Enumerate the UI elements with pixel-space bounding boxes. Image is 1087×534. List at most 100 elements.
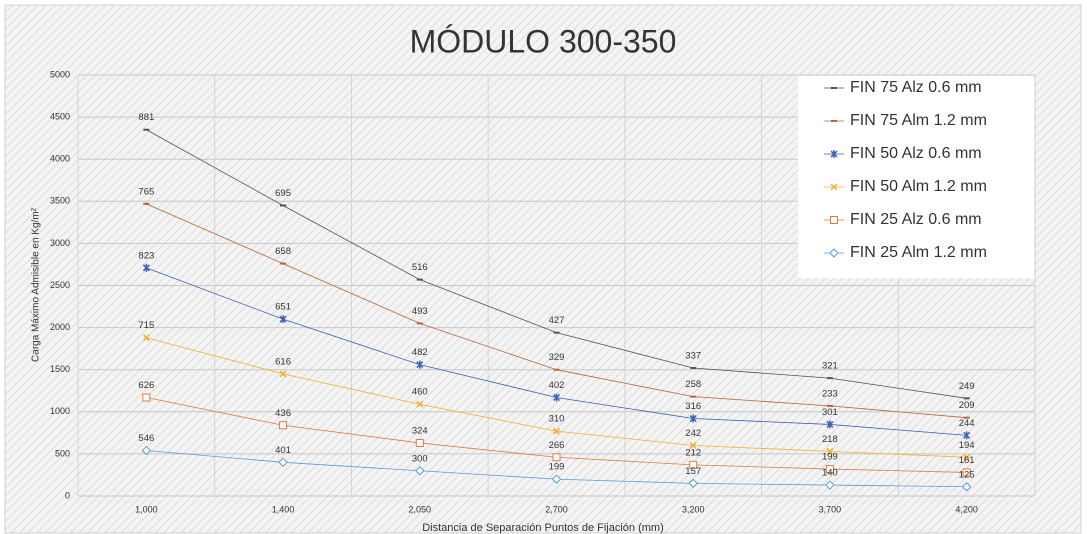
data-label: 157 xyxy=(685,466,701,477)
data-label: 337 xyxy=(685,351,701,362)
data-label: 658 xyxy=(275,246,291,257)
data-label: 651 xyxy=(275,302,291,313)
marker xyxy=(689,441,697,450)
data-label: 249 xyxy=(959,381,975,392)
y-axis-label: Carga Máximo Admisible en Kg/m² xyxy=(31,207,42,362)
legend-label: FIN 25 Alz 0.6 mm xyxy=(850,211,982,228)
data-label: 546 xyxy=(138,433,154,444)
marker xyxy=(830,150,838,158)
marker xyxy=(826,420,834,429)
data-label: 329 xyxy=(549,352,565,363)
marker xyxy=(415,438,424,447)
y-tick-label: 500 xyxy=(55,448,70,458)
data-label: 199 xyxy=(549,462,565,473)
data-label: 427 xyxy=(549,315,565,326)
y-tick-label: 3500 xyxy=(50,196,70,206)
data-label: 199 xyxy=(822,452,838,463)
chart-title: MÓDULO 300-350 xyxy=(410,23,677,59)
marker xyxy=(963,431,971,440)
marker xyxy=(416,360,424,369)
marker xyxy=(961,482,972,492)
data-label: 300 xyxy=(412,453,428,464)
marker xyxy=(142,263,150,272)
marker xyxy=(416,400,424,408)
data-label: 310 xyxy=(549,414,565,425)
y-tick-label: 4000 xyxy=(50,154,70,164)
data-label: 140 xyxy=(822,468,838,479)
marker xyxy=(688,478,698,489)
data-label: 460 xyxy=(412,387,428,398)
data-label: 161 xyxy=(959,455,975,466)
data-label: 258 xyxy=(685,379,701,390)
data-label: 823 xyxy=(138,250,154,261)
y-tick-label: 4500 xyxy=(50,111,70,121)
y-tick-label: 5000 xyxy=(50,69,70,79)
x-tick-label: 1,000 xyxy=(135,504,158,514)
marker xyxy=(825,480,835,490)
marker xyxy=(830,183,838,191)
data-label: 401 xyxy=(275,445,291,456)
marker xyxy=(825,465,834,474)
y-tick-label: 2000 xyxy=(50,322,70,332)
x-tick-label: 3,700 xyxy=(819,504,842,514)
legend-box xyxy=(798,76,1034,278)
data-label: 516 xyxy=(412,262,428,273)
legend-label: FIN 75 Alz 0.6 mm xyxy=(850,79,982,96)
legend-label: FIN 75 Alm 1.2 mm xyxy=(850,112,987,129)
marker xyxy=(142,393,151,402)
data-label: 244 xyxy=(959,418,975,429)
y-tick-label: 2500 xyxy=(50,280,70,290)
marker xyxy=(551,474,562,484)
marker xyxy=(279,315,287,324)
data-label: 436 xyxy=(275,408,291,419)
marker xyxy=(279,370,287,378)
x-tick-label: 2,700 xyxy=(545,504,568,514)
legend-label: FIN 50 Alm 1.2 mm xyxy=(850,178,987,195)
data-label: 316 xyxy=(685,401,701,412)
marker xyxy=(142,334,150,342)
marker xyxy=(552,427,561,435)
data-label: 266 xyxy=(549,440,565,451)
data-label: 301 xyxy=(822,407,838,418)
marker xyxy=(415,466,425,476)
data-label: 881 xyxy=(138,112,154,123)
marker xyxy=(826,447,834,455)
data-label: 482 xyxy=(412,347,428,358)
marker xyxy=(689,460,698,469)
y-tick-label: 1500 xyxy=(50,364,70,374)
data-label: 616 xyxy=(275,356,291,367)
marker xyxy=(962,468,971,477)
x-tick-label: 3,200 xyxy=(682,504,705,514)
x-axis-label: Distancia de Separación Puntos de Fijaci… xyxy=(422,522,664,534)
marker xyxy=(830,216,838,224)
y-tick-label: 0 xyxy=(65,490,70,500)
data-label: 626 xyxy=(138,380,154,391)
marker xyxy=(279,421,288,430)
x-tick-label: 4,200 xyxy=(955,504,978,514)
data-label: 242 xyxy=(685,428,701,439)
y-tick-label: 3000 xyxy=(50,238,70,248)
marker xyxy=(829,248,839,258)
y-tick-label: 1000 xyxy=(50,406,70,416)
marker xyxy=(141,445,152,456)
data-label: 194 xyxy=(959,440,975,451)
data-label: 402 xyxy=(549,380,565,391)
marker xyxy=(963,453,971,461)
data-label: 125 xyxy=(959,469,975,480)
marker xyxy=(689,414,697,423)
data-label: 218 xyxy=(822,434,838,445)
data-label: 493 xyxy=(412,306,428,317)
data-label: 212 xyxy=(685,447,701,458)
data-label: 209 xyxy=(959,400,975,411)
data-label: 715 xyxy=(138,320,154,331)
marker xyxy=(552,393,561,402)
marker xyxy=(278,457,288,468)
x-tick-label: 2,050 xyxy=(409,504,432,514)
data-label: 695 xyxy=(275,188,291,199)
marker xyxy=(552,453,561,462)
legend-label: FIN 50 Alz 0.6 mm xyxy=(850,145,982,162)
data-label: 321 xyxy=(822,361,838,372)
data-label: 324 xyxy=(412,425,428,436)
